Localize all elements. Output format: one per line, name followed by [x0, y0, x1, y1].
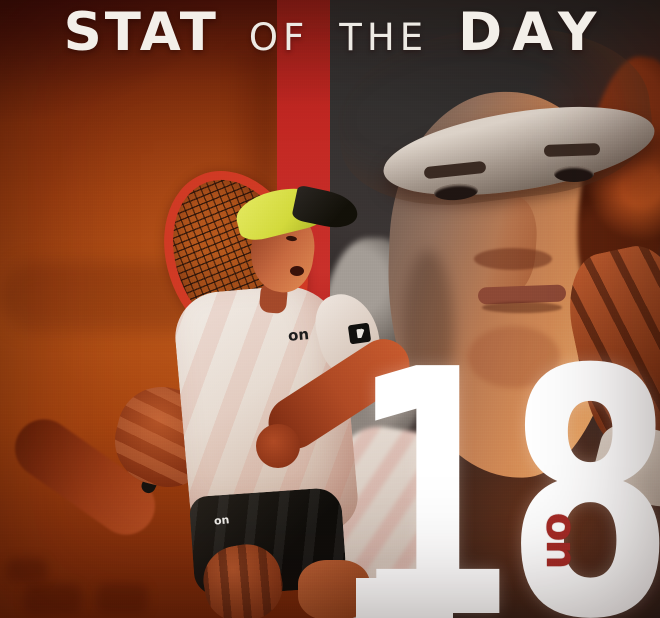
on-logo-badge: on — [537, 512, 587, 568]
lip-shadow — [482, 302, 562, 313]
right-eye — [554, 166, 594, 182]
player-mouth — [290, 266, 304, 276]
title-word-stat: STAT — [63, 2, 219, 63]
on-logo-chest: on — [287, 325, 310, 345]
elbow — [256, 424, 300, 468]
background-blur-blob — [96, 584, 148, 614]
nostrils — [474, 248, 552, 270]
background-blur-blob — [24, 584, 82, 614]
stat-number: 18 — [348, 298, 660, 618]
title-word-of: OF — [248, 16, 310, 59]
stat-number-one-foot — [356, 578, 453, 618]
jaw-shadow — [402, 250, 454, 415]
chin — [468, 326, 560, 388]
on-logo-shorts: on — [213, 513, 231, 528]
background-blur-blob — [6, 558, 48, 582]
title-word-day: DAY — [458, 2, 607, 63]
title-word-the: THE — [339, 16, 429, 59]
title-bar: STAT OF THE DAY — [0, 2, 660, 63]
